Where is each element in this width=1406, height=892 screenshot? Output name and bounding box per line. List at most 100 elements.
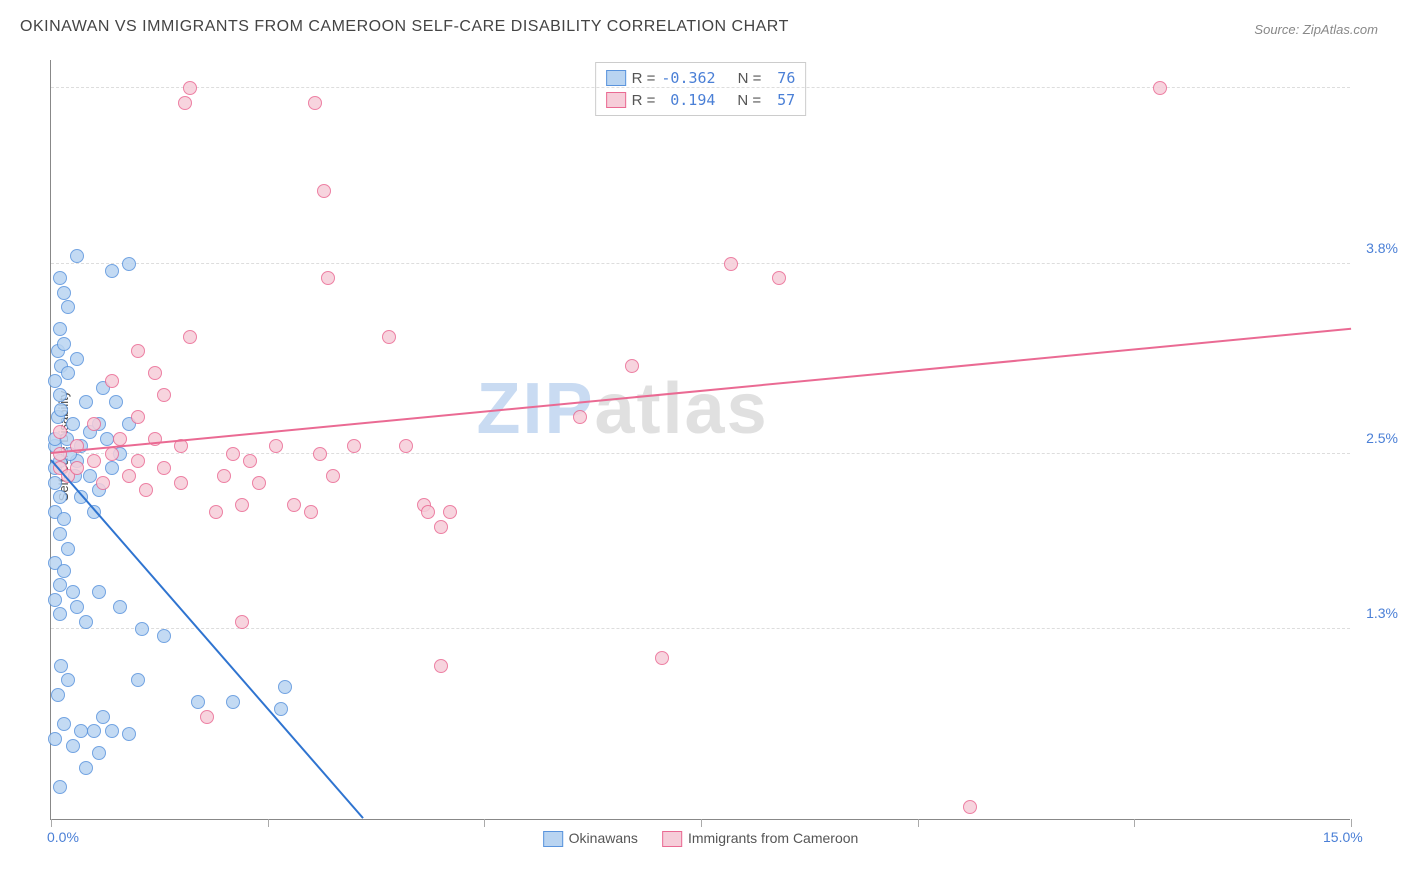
scatter-point xyxy=(183,330,197,344)
scatter-plot-area: ZIPatlas R =-0.362N =76R =0.194N =57 Oki… xyxy=(50,60,1350,820)
scatter-point xyxy=(79,615,93,629)
n-label: N = xyxy=(737,92,761,109)
scatter-point xyxy=(53,388,67,402)
scatter-point xyxy=(66,417,80,431)
scatter-point xyxy=(53,527,67,541)
scatter-point xyxy=(131,673,145,687)
scatter-point xyxy=(191,695,205,709)
x-tick xyxy=(51,819,52,827)
scatter-point xyxy=(57,512,71,526)
scatter-point xyxy=(105,447,119,461)
chart-legend: OkinawansImmigrants from Cameroon xyxy=(543,830,859,847)
scatter-point xyxy=(1153,81,1167,95)
scatter-point xyxy=(174,476,188,490)
scatter-point xyxy=(66,739,80,753)
scatter-point xyxy=(772,271,786,285)
scatter-point xyxy=(157,388,171,402)
scatter-point xyxy=(421,505,435,519)
x-tick xyxy=(701,819,702,827)
scatter-point xyxy=(321,271,335,285)
scatter-point xyxy=(109,395,123,409)
scatter-point xyxy=(79,761,93,775)
scatter-point xyxy=(625,359,639,373)
scatter-point xyxy=(655,651,669,665)
source-link[interactable]: ZipAtlas.com xyxy=(1303,22,1378,37)
scatter-point xyxy=(53,425,67,439)
scatter-point xyxy=(122,469,136,483)
legend-item: Immigrants from Cameroon xyxy=(662,830,858,847)
n-label: N = xyxy=(738,70,762,87)
scatter-point xyxy=(308,96,322,110)
legend-label: Immigrants from Cameroon xyxy=(688,830,858,846)
x-tick xyxy=(1351,819,1352,827)
scatter-point xyxy=(70,352,84,366)
scatter-point xyxy=(105,724,119,738)
scatter-point xyxy=(131,454,145,468)
r-label: R = xyxy=(632,92,656,109)
n-value: 57 xyxy=(767,91,795,109)
scatter-point xyxy=(226,447,240,461)
scatter-point xyxy=(274,702,288,716)
x-tick xyxy=(1134,819,1135,827)
scatter-point xyxy=(53,607,67,621)
gridline xyxy=(51,628,1350,629)
x-tick-label: 0.0% xyxy=(47,829,79,845)
scatter-point xyxy=(382,330,396,344)
scatter-point xyxy=(963,800,977,814)
scatter-point xyxy=(209,505,223,519)
scatter-point xyxy=(87,417,101,431)
scatter-point xyxy=(70,249,84,263)
legend-swatch xyxy=(662,831,682,847)
scatter-point xyxy=(48,593,62,607)
scatter-point xyxy=(57,337,71,351)
scatter-point xyxy=(278,680,292,694)
scatter-point xyxy=(235,498,249,512)
scatter-point xyxy=(317,184,331,198)
stat-row: R = 0.194 N = 57 xyxy=(606,89,796,111)
scatter-point xyxy=(96,476,110,490)
legend-swatch xyxy=(606,70,626,86)
scatter-point xyxy=(269,439,283,453)
source-label: Source: xyxy=(1254,22,1299,37)
gridline xyxy=(51,453,1350,454)
r-label: R = xyxy=(632,70,656,87)
chart-title: OKINAWAN VS IMMIGRANTS FROM CAMEROON SEL… xyxy=(20,18,789,36)
scatter-point xyxy=(434,520,448,534)
n-value: 76 xyxy=(767,69,795,87)
scatter-point xyxy=(79,395,93,409)
scatter-point xyxy=(61,300,75,314)
scatter-point xyxy=(83,469,97,483)
legend-swatch xyxy=(606,92,626,108)
scatter-point xyxy=(724,257,738,271)
scatter-point xyxy=(178,96,192,110)
scatter-point xyxy=(304,505,318,519)
scatter-point xyxy=(70,600,84,614)
scatter-point xyxy=(57,717,71,731)
scatter-point xyxy=(443,505,457,519)
scatter-point xyxy=(54,403,68,417)
scatter-point xyxy=(148,366,162,380)
scatter-point xyxy=(105,374,119,388)
scatter-point xyxy=(157,461,171,475)
scatter-point xyxy=(48,732,62,746)
scatter-point xyxy=(399,439,413,453)
gridline xyxy=(51,263,1350,264)
scatter-point xyxy=(57,286,71,300)
scatter-point xyxy=(287,498,301,512)
scatter-point xyxy=(157,629,171,643)
scatter-point xyxy=(235,615,249,629)
r-value: 0.194 xyxy=(661,91,715,109)
scatter-point xyxy=(53,322,67,336)
scatter-point xyxy=(131,410,145,424)
scatter-point xyxy=(74,724,88,738)
scatter-point xyxy=(113,600,127,614)
scatter-point xyxy=(96,710,110,724)
scatter-point xyxy=(53,780,67,794)
scatter-point xyxy=(92,585,106,599)
scatter-point xyxy=(51,688,65,702)
scatter-point xyxy=(226,695,240,709)
scatter-point xyxy=(434,659,448,673)
scatter-point xyxy=(135,622,149,636)
x-tick xyxy=(484,819,485,827)
trend-line xyxy=(51,327,1351,453)
